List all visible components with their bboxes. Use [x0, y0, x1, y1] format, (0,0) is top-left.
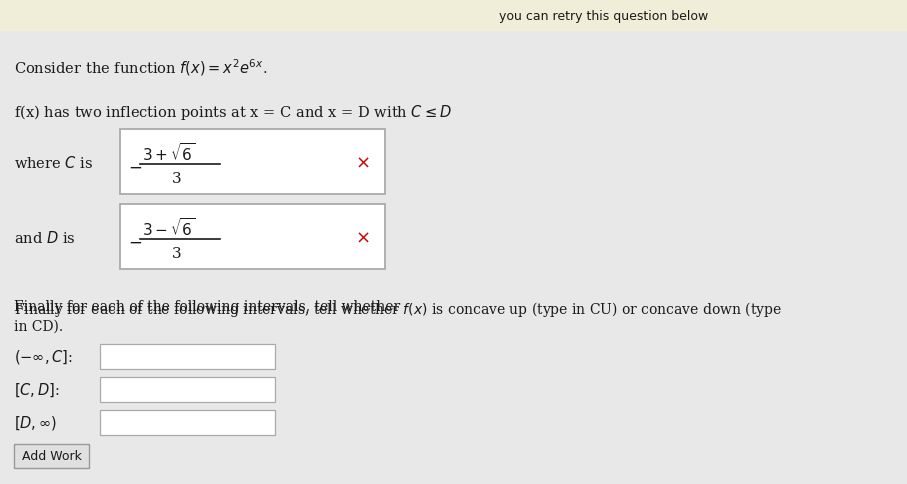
Bar — [100, 377, 275, 402]
Text: 3: 3 — [172, 171, 181, 185]
Bar — [0, 0, 907, 32]
Text: Finally for each of the following intervals, tell whether $f(x)$ is concave up (: Finally for each of the following interv… — [14, 300, 782, 318]
FancyBboxPatch shape — [120, 130, 385, 195]
Bar — [100, 410, 275, 435]
Text: Add Work: Add Work — [22, 450, 82, 463]
Text: Finally for each of the following intervals, tell whether: Finally for each of the following interv… — [14, 300, 405, 313]
Text: and $D$ is: and $D$ is — [14, 229, 75, 245]
Text: $3-\sqrt{6}$: $3-\sqrt{6}$ — [142, 216, 195, 238]
FancyBboxPatch shape — [14, 444, 89, 468]
Text: where $C$ is: where $C$ is — [14, 154, 93, 170]
Text: $[C, D]$:: $[C, D]$: — [14, 381, 60, 398]
Bar — [100, 344, 275, 369]
Text: $[D, \infty)$: $[D, \infty)$ — [14, 414, 57, 432]
Text: 3: 3 — [172, 246, 181, 260]
Text: you can retry this question below: you can retry this question below — [499, 10, 708, 22]
Text: $(-\infty, C]$:: $(-\infty, C]$: — [14, 348, 73, 366]
Text: $\times$: $\times$ — [355, 228, 370, 246]
Text: $3+\sqrt{6}$: $3+\sqrt{6}$ — [142, 141, 195, 163]
Text: in CD).: in CD). — [14, 319, 63, 333]
Text: Consider the function $f(x) = x^2e^{6x}$.: Consider the function $f(x) = x^2e^{6x}$… — [14, 58, 268, 78]
Text: $-$: $-$ — [128, 157, 142, 175]
FancyBboxPatch shape — [120, 205, 385, 270]
Text: $\times$: $\times$ — [355, 153, 370, 171]
Text: $-$: $-$ — [128, 232, 142, 250]
Text: f(x) has two inflection points at x = C and x = D with $C \leq D$: f(x) has two inflection points at x = C … — [14, 102, 452, 121]
